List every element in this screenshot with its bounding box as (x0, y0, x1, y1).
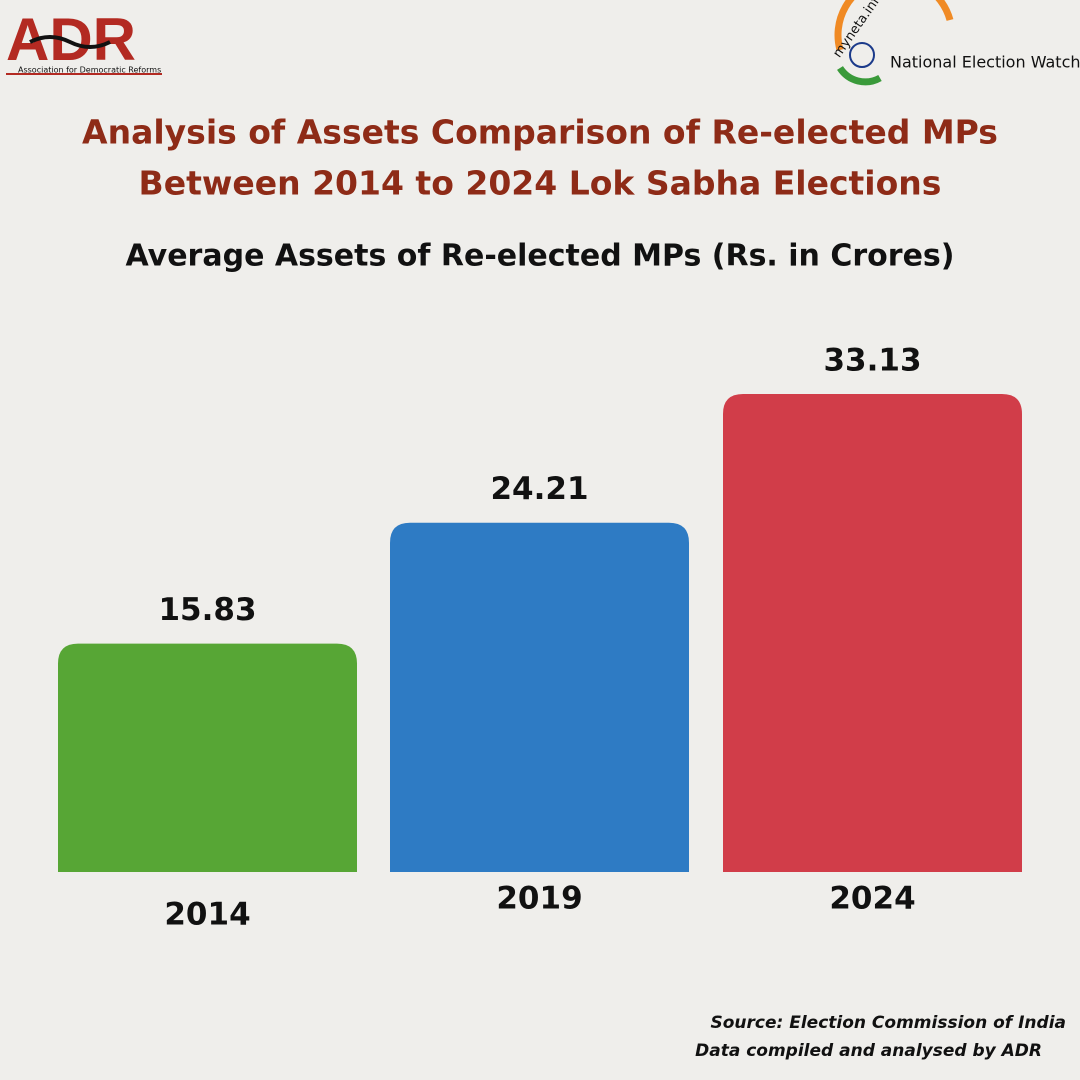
logo-arc (834, 0, 954, 51)
value-label: 15.83 (158, 592, 256, 628)
adr-logo: ADR Association for Democratic Reforms (6, 6, 162, 75)
chart-title: Analysis of Assets Comparison of Re-elec… (82, 113, 998, 152)
chart-title: Between 2014 to 2024 Lok Sabha Elections (139, 164, 942, 203)
adr-logo-text: ADR (6, 6, 136, 73)
new-text: National Election Watch (890, 53, 1080, 72)
new-logo: myneta.info National Election Watch (830, 0, 1080, 86)
bar (390, 522, 689, 872)
x-tick-label: 2014 (164, 897, 250, 933)
logo-chakra (849, 42, 875, 68)
value-label: 33.13 (823, 343, 921, 379)
adr-logo-caption: Association for Democratic Reforms (18, 66, 161, 75)
chart-subtitle: Average Assets of Re-elected MPs (Rs. in… (126, 239, 955, 274)
credit-note: Data compiled and analysed by ADR (695, 1041, 1042, 1061)
x-tick-label: 2019 (496, 881, 582, 917)
bar (723, 394, 1022, 872)
logo-arc (837, 65, 882, 86)
source-note: Source: Election Commission of India (711, 1013, 1067, 1033)
adr-logo-swoosh (29, 35, 111, 49)
x-tick-label: 2024 (829, 881, 915, 917)
value-label: 24.21 (490, 471, 588, 507)
bar (58, 643, 357, 872)
